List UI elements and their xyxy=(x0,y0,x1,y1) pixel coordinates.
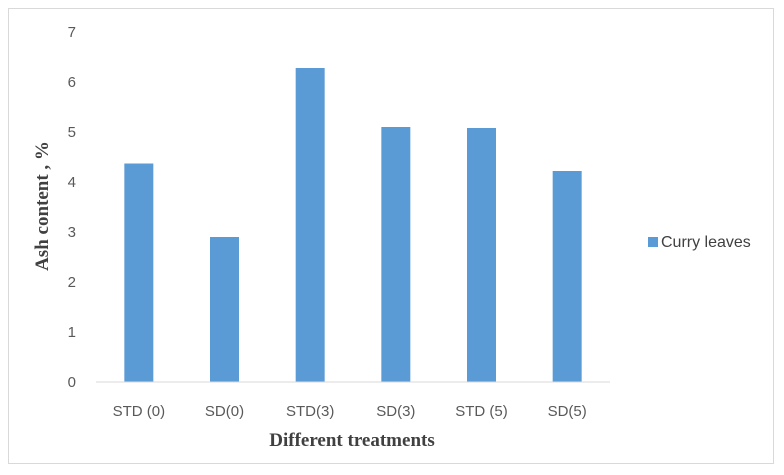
y-tick-label: 1 xyxy=(68,324,76,341)
x-tick-label: SD(0) xyxy=(205,403,244,420)
x-tick-label: STD (0) xyxy=(113,403,166,420)
x-axis-title: Different treatments xyxy=(269,430,434,451)
bar xyxy=(124,163,154,382)
bar xyxy=(552,171,582,382)
legend: Curry leaves xyxy=(648,234,751,251)
y-tick-label: 5 xyxy=(68,124,76,141)
bar xyxy=(210,237,239,382)
legend-label: Curry leaves xyxy=(661,234,751,251)
bar xyxy=(467,128,496,382)
x-tick-label: SD(3) xyxy=(376,403,415,420)
y-tick-label: 3 xyxy=(68,224,76,241)
bar xyxy=(295,68,325,382)
bars xyxy=(124,68,582,382)
legend-swatch xyxy=(648,237,658,247)
bar xyxy=(381,127,411,382)
x-tick-label: STD (5) xyxy=(455,403,508,420)
x-axis-ticks: STD (0) SD(0) STD(3) SD(3) STD (5) SD(5) xyxy=(113,403,587,420)
x-tick-label: SD(5) xyxy=(548,403,587,420)
y-axis-ticks: 0 1 2 3 4 5 6 7 xyxy=(68,24,76,391)
y-tick-label: 7 xyxy=(68,24,76,41)
x-tick-label: STD(3) xyxy=(286,403,334,420)
y-tick-label: 2 xyxy=(68,274,76,291)
y-tick-label: 6 xyxy=(68,74,76,91)
y-axis-title: Ash content , % xyxy=(32,141,53,271)
y-tick-label: 4 xyxy=(68,174,76,191)
y-tick-label: 0 xyxy=(68,374,76,391)
